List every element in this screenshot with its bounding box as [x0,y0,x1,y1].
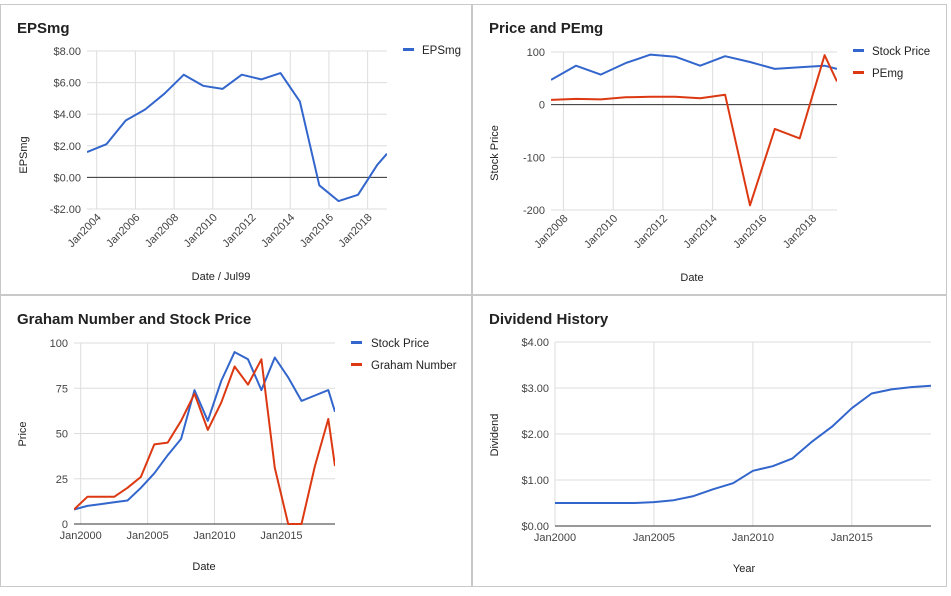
y-tick-label: $3.00 [521,383,549,395]
epsmg-chart: EPSmg Date / Jul99 EPSmg EPSmg $8.00 $6.0… [17,20,461,283]
y-axis-label: Dividend [489,414,501,457]
stock-price-series-line [74,351,335,511]
x-tick-label: Jan2000 [60,530,102,542]
chart-title: Dividend History [489,311,609,328]
y-tick-label: 100 [527,47,545,59]
y-tick-label: $0.00 [521,521,549,533]
y-tick-label: 25 [56,474,68,486]
y-tick-label: 50 [56,429,68,441]
graham-number-chart-panel: Graham Number and Stock Price Date Price… [0,295,472,587]
legend-label: Stock Price [872,46,930,58]
x-tick-label: Jan2016 [731,213,769,251]
graham-number-series-line [74,358,335,525]
x-tick-label: Jan2014 [681,213,719,251]
x-tick-label: Jan2010 [732,532,774,544]
chart-title: Price and PEmg [489,20,603,37]
x-tick-label: Jan2015 [260,530,302,542]
gridlines [87,50,387,210]
legend-swatch [853,71,864,74]
gridlines [554,341,931,527]
legend-swatch [853,49,864,52]
x-axis-label: Date [680,272,703,284]
y-tick-label: $2.00 [53,141,81,153]
dividend-history-chart: Dividend History Year Dividend $4.00 $3.0… [489,311,931,575]
legend-label: Stock Price [371,338,429,350]
dividend-history-chart-panel: Dividend History Year Dividend $4.00 $3.0… [472,295,947,587]
x-tick-label: Jan2010 [582,213,620,251]
legend-label: Graham Number [371,360,457,372]
y-tick-label: $6.00 [53,78,81,90]
epsmg-chart-panel: EPSmg Date / Jul99 EPSmg EPSmg $8.00 $6.0… [0,4,472,295]
y-axis-label: EPSmg [18,136,30,173]
y-tick-label: $0.00 [53,172,81,184]
y-tick-label: $4.00 [521,337,549,349]
y-tick-label: 100 [50,338,68,350]
chart-title: Graham Number and Stock Price [17,311,251,328]
y-tick-label: $8.00 [53,46,81,58]
y-tick-label: 0 [539,100,545,112]
legend[interactable]: Stock Price Graham Number [351,338,457,372]
x-tick-label: Jan2010 [182,212,220,250]
legend[interactable]: Stock Price PEmg [853,46,930,80]
x-tick-label: Jan2004 [65,212,103,250]
y-axis-label: Price [17,421,29,446]
graham-number-chart: Graham Number and Stock Price Date Price… [17,311,457,573]
gridlines [551,51,837,211]
y-tick-label: $2.00 [521,429,549,441]
x-axis-label: Date [192,561,215,573]
y-tick-label: -200 [523,205,545,217]
x-axis-label: Year [733,563,756,575]
legend-label: PEmg [872,68,903,80]
x-tick-label: Jan2000 [534,532,576,544]
y-tick-label: 75 [56,383,68,395]
x-tick-label: Jan2008 [532,213,570,251]
x-tick-label: Jan2005 [127,530,169,542]
legend-swatch [351,341,362,344]
x-tick-label: Jan2010 [193,530,235,542]
price-pemg-chart-panel: Price and PEmg Date Stock Price Stock Pr… [472,4,947,295]
y-tick-label: 0 [62,519,68,531]
y-tick-label: -$2.00 [50,204,81,216]
x-tick-label: Jan2008 [143,212,181,250]
y-tick-label: $4.00 [53,109,81,121]
legend-swatch [351,363,362,366]
y-tick-label: $1.00 [521,475,549,487]
chart-title: EPSmg [17,20,70,37]
y-axis-label: Stock Price [489,125,501,181]
stock-price-series-line [551,53,837,81]
x-tick-label: Jan2005 [633,532,675,544]
x-tick-label: Jan2014 [259,212,297,250]
legend-label: EPSmg [422,45,461,57]
legend-swatch [403,48,414,51]
x-tick-label: Jan2016 [298,212,336,250]
price-pemg-chart: Price and PEmg Date Stock Price Stock Pr… [489,20,930,284]
x-tick-label: Jan2012 [632,213,670,251]
x-tick-label: Jan2012 [220,212,258,250]
pemg-series-line [551,54,837,207]
x-tick-label: Jan2006 [104,212,142,250]
x-tick-label: Jan2015 [831,532,873,544]
x-tick-label: Jan2018 [781,213,819,251]
x-tick-label: Jan2018 [336,212,374,250]
epsmg-series-line [87,72,387,203]
dividend-series-line [555,384,931,504]
legend[interactable]: EPSmg [403,45,461,57]
y-tick-label: -100 [523,152,545,164]
x-axis-label: Date / Jul99 [192,271,251,283]
